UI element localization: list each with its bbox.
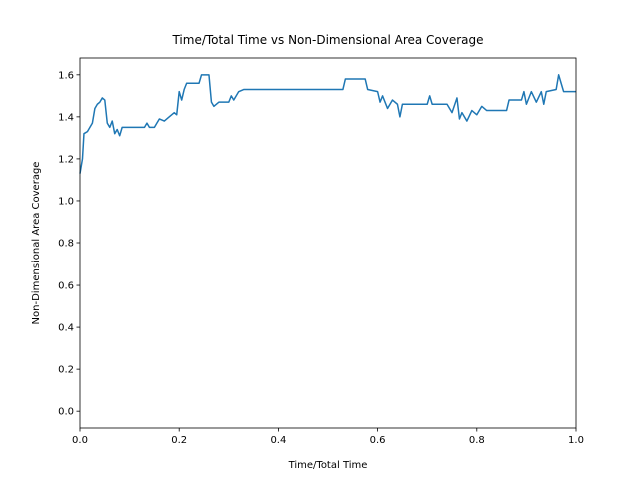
y-axis-label: Non-Dimensional Area Coverage bbox=[31, 162, 42, 325]
y-tick-label: 0.8 bbox=[58, 239, 74, 250]
x-tick-label: 0.8 bbox=[469, 435, 485, 446]
axes-frame bbox=[79, 57, 577, 429]
y-tick-label: 0.6 bbox=[58, 281, 74, 292]
data-line bbox=[79, 74, 576, 174]
y-tick-label: 0.2 bbox=[58, 365, 74, 376]
x-tick-label: 0.2 bbox=[171, 435, 187, 446]
x-axis-label: Time/Total Time bbox=[288, 460, 368, 471]
x-tick-label: 0.0 bbox=[72, 435, 88, 446]
y-tick-label: 0.0 bbox=[58, 407, 74, 418]
chart-title: Time/Total Time vs Non-Dimensional Area … bbox=[171, 33, 483, 47]
x-tick-label: 1.0 bbox=[568, 435, 584, 446]
y-tick-label: 0.4 bbox=[58, 323, 74, 334]
y-tick-label: 1.6 bbox=[58, 70, 74, 81]
x-tick-label: 0.6 bbox=[370, 435, 386, 446]
y-tick-label: 1.2 bbox=[58, 154, 74, 165]
y-tick-label: 1.4 bbox=[58, 112, 74, 123]
y-tick-label: 1.0 bbox=[58, 196, 74, 207]
x-tick-label: 0.4 bbox=[270, 435, 286, 446]
